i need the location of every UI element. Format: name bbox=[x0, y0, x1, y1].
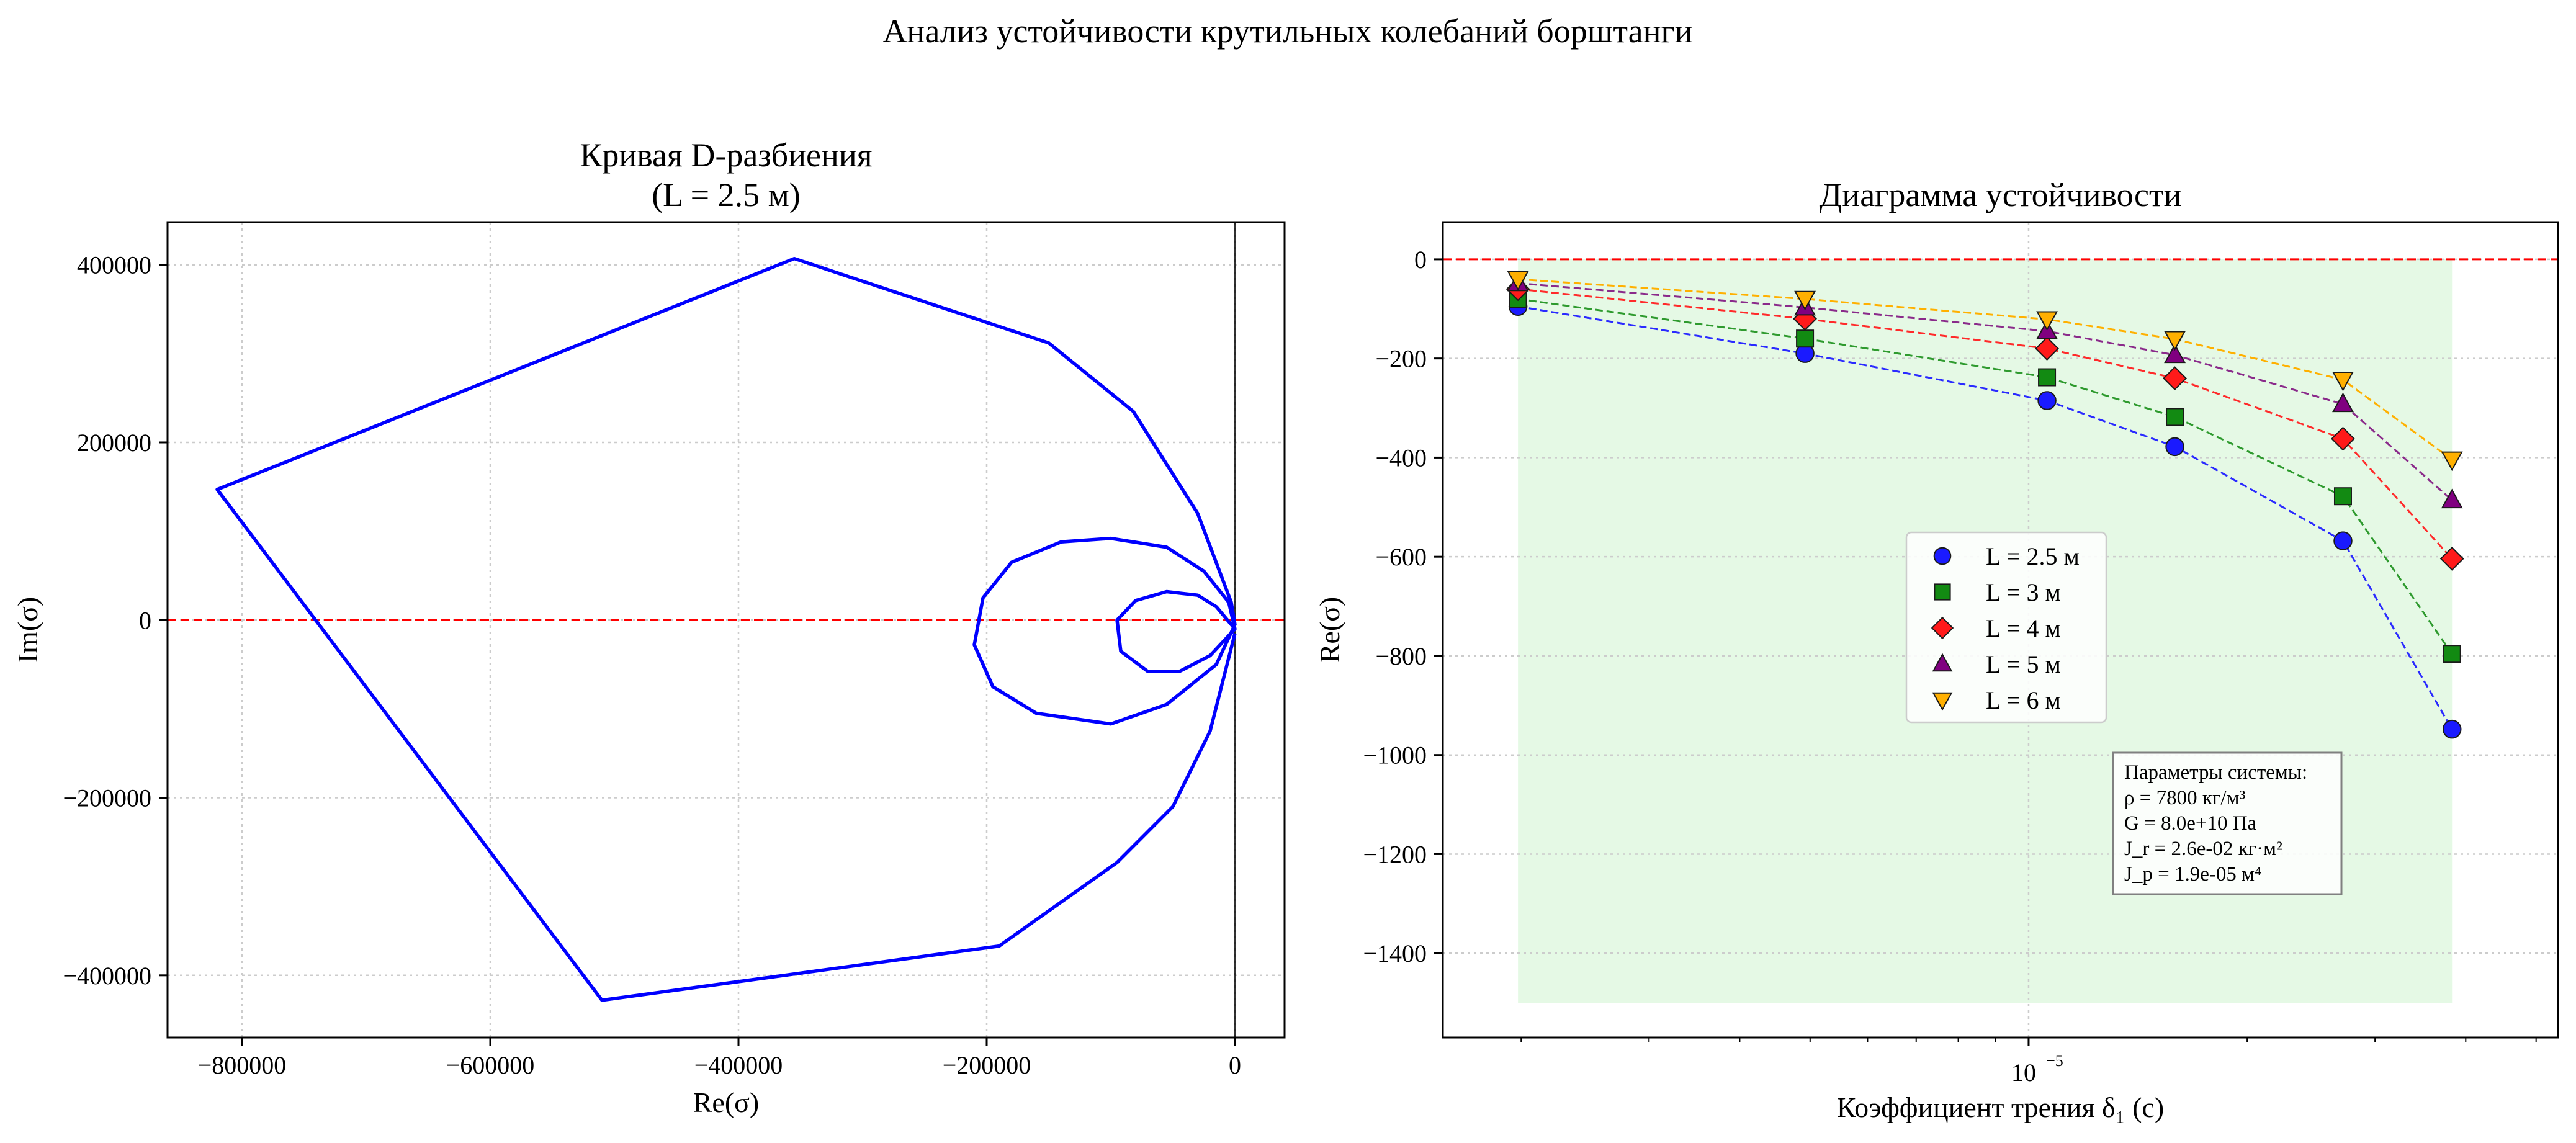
series-line bbox=[1517, 305, 2453, 730]
data-point bbox=[2441, 451, 2463, 472]
plot-frame bbox=[1442, 221, 2559, 1039]
data-point bbox=[2442, 719, 2462, 739]
y-tick-label: 200000 bbox=[77, 429, 151, 457]
data-point bbox=[2439, 546, 2464, 571]
data-point bbox=[2331, 426, 2355, 451]
x-axis-label: Коэффициент трения δ₁ (с) bbox=[1837, 1091, 2165, 1123]
legend-label: L = 6 м bbox=[1986, 686, 2061, 714]
y-tick-label: 0 bbox=[139, 606, 151, 634]
data-point bbox=[2333, 487, 2352, 506]
y-tick-label: −1400 bbox=[1363, 939, 1427, 967]
d-partition-curve bbox=[215, 256, 1237, 1002]
chart-title-line-2: (L = 2.5 м) bbox=[652, 176, 801, 213]
y-tick-label: −1200 bbox=[1363, 840, 1427, 868]
legend-label: L = 2.5 м bbox=[1986, 542, 2080, 570]
annotation-line: J_p = 1.9e-05 м⁴ bbox=[2124, 863, 2261, 885]
data-point bbox=[2332, 392, 2354, 413]
annotation-line: Параметры системы: bbox=[2124, 761, 2307, 784]
series-line bbox=[1517, 288, 2453, 560]
legend-label: L = 3 м bbox=[1986, 578, 2061, 606]
data-point bbox=[2035, 336, 2059, 361]
x-tick-label: 0 bbox=[1229, 1051, 1241, 1079]
legend-label: L = 4 м bbox=[1986, 614, 2061, 642]
legend-label: L = 5 м bbox=[1986, 650, 2061, 678]
legend: L = 2.5 м L = 3 м L = 4 м L = 5 м L = 6 м bbox=[1905, 531, 2107, 724]
y-tick-label: −200 bbox=[1375, 345, 1427, 373]
data-point bbox=[2036, 311, 2058, 331]
stability-diagram-panel: 10 −5 0 −200 −400 −600 −800 −1000 −1200 −1400 Диаг… bbox=[1314, 176, 2559, 1123]
data-point bbox=[2163, 366, 2187, 391]
chart-title: Диаграмма устойчивости bbox=[1819, 176, 2181, 213]
series-line bbox=[1517, 298, 2453, 655]
legend-marker bbox=[1932, 653, 1953, 672]
data-point bbox=[2164, 331, 2186, 351]
data-point bbox=[1507, 271, 1529, 291]
annotation-frame bbox=[2112, 751, 2343, 895]
d-partition-panel: −800000 −600000 −400000 −200000 0 400000 20000… bbox=[12, 137, 1286, 1118]
annotation-line: G = 8.0e+10 Па bbox=[2124, 812, 2257, 835]
y-tick-label: −800 bbox=[1375, 642, 1427, 670]
x-tick-label: −400000 bbox=[694, 1051, 783, 1079]
legend-box bbox=[1905, 531, 2107, 724]
figure-suptitle: Анализ устойчивости крутильных колебаний… bbox=[882, 12, 1692, 50]
plot-frame bbox=[166, 221, 1286, 1039]
series-line bbox=[1517, 282, 2453, 501]
system-parameters-box: Параметры системы: ρ = 7800 кг/м³ G = 8.0e… bbox=[2112, 751, 2343, 895]
x-tick-label: −200000 bbox=[943, 1051, 1031, 1079]
y-tick-label: −600 bbox=[1375, 543, 1427, 571]
y-tick-label: 0 bbox=[1414, 246, 1427, 274]
y-tick-label: −400 bbox=[1375, 444, 1427, 472]
y-tick-label: −1000 bbox=[1363, 742, 1427, 769]
x-tick-label: −800000 bbox=[198, 1051, 287, 1079]
legend-marker bbox=[1931, 616, 1954, 640]
data-point bbox=[1794, 290, 1816, 311]
x-tick-label: 10 bbox=[2011, 1059, 2036, 1087]
y-tick-label: −400000 bbox=[63, 962, 151, 990]
x-tick-exponent: −5 bbox=[2046, 1052, 2063, 1070]
x-axis-label: Re(σ) bbox=[693, 1087, 760, 1118]
data-point bbox=[2165, 437, 2184, 457]
data-point bbox=[2443, 645, 2461, 663]
data-point bbox=[2038, 368, 2057, 387]
data-point bbox=[2166, 408, 2184, 426]
series-line bbox=[1517, 278, 2453, 460]
legend-marker bbox=[1934, 583, 1951, 601]
data-point bbox=[2333, 531, 2353, 550]
legend-marker bbox=[1932, 692, 1953, 711]
data-point bbox=[2332, 372, 2354, 392]
annotation-line: ρ = 7800 кг/м³ bbox=[2124, 787, 2245, 809]
data-point bbox=[2037, 391, 2057, 410]
chart-title-line-1: Кривая D-разбиения bbox=[580, 137, 872, 174]
data-point bbox=[1796, 329, 1815, 348]
x-tick-label: −600000 bbox=[446, 1051, 535, 1079]
y-tick-label: 400000 bbox=[77, 251, 151, 279]
data-point bbox=[2164, 343, 2186, 364]
legend-marker bbox=[1933, 547, 1952, 565]
y-tick-label: −200000 bbox=[63, 784, 151, 812]
data-point bbox=[2441, 488, 2463, 509]
y-axis-label: Im(σ) bbox=[12, 597, 43, 663]
y-axis-label: Re(σ) bbox=[1314, 597, 1345, 663]
annotation-line: J_r = 2.6e-02 кг·м² bbox=[2124, 838, 2282, 860]
